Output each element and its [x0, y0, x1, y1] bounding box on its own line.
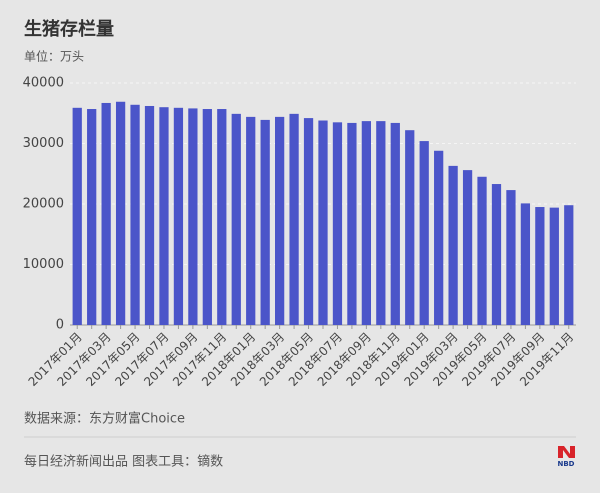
bar	[347, 122, 357, 326]
y-tick-label: 40000	[23, 76, 64, 91]
bar	[419, 141, 429, 325]
bar	[549, 207, 559, 325]
chart-title: 生猪存栏量	[24, 18, 114, 40]
source: 数据来源：东方财富Choice	[24, 411, 185, 427]
bar	[260, 119, 270, 325]
credit: 每日经济新闻出品 图表工具：镝数	[24, 454, 223, 470]
bar	[130, 104, 140, 325]
logo-mark	[558, 446, 575, 458]
bar	[303, 118, 314, 325]
bar	[188, 108, 198, 325]
logo: NBD	[557, 446, 575, 468]
bar	[217, 109, 227, 325]
bar	[202, 109, 212, 325]
bar	[144, 105, 155, 326]
bar	[289, 113, 299, 325]
bar	[318, 120, 328, 325]
bar	[477, 176, 487, 325]
bar	[491, 184, 502, 325]
bar	[173, 107, 184, 326]
bar	[434, 150, 444, 325]
bar	[101, 102, 111, 325]
logo-text: NBD	[557, 460, 574, 468]
bar	[376, 121, 386, 326]
y-tick-label: 30000	[23, 136, 64, 151]
y-tick-label: 20000	[23, 197, 64, 212]
bar	[448, 165, 458, 325]
bar	[87, 109, 97, 325]
bar	[535, 207, 545, 325]
bar	[246, 116, 256, 325]
y-tick-label: 0	[56, 318, 64, 333]
bar	[564, 205, 574, 325]
bar	[520, 203, 531, 325]
bar	[332, 122, 343, 325]
bar	[275, 116, 285, 325]
bar	[361, 121, 371, 326]
bar	[462, 170, 473, 325]
bar	[506, 190, 516, 325]
bar	[231, 113, 241, 325]
y-tick-label: 10000	[23, 257, 64, 272]
unit-label: 单位：万头	[24, 49, 84, 64]
bar	[390, 122, 400, 326]
bar	[159, 107, 169, 325]
bar	[115, 101, 126, 325]
bar	[405, 130, 415, 325]
bar	[72, 107, 82, 326]
